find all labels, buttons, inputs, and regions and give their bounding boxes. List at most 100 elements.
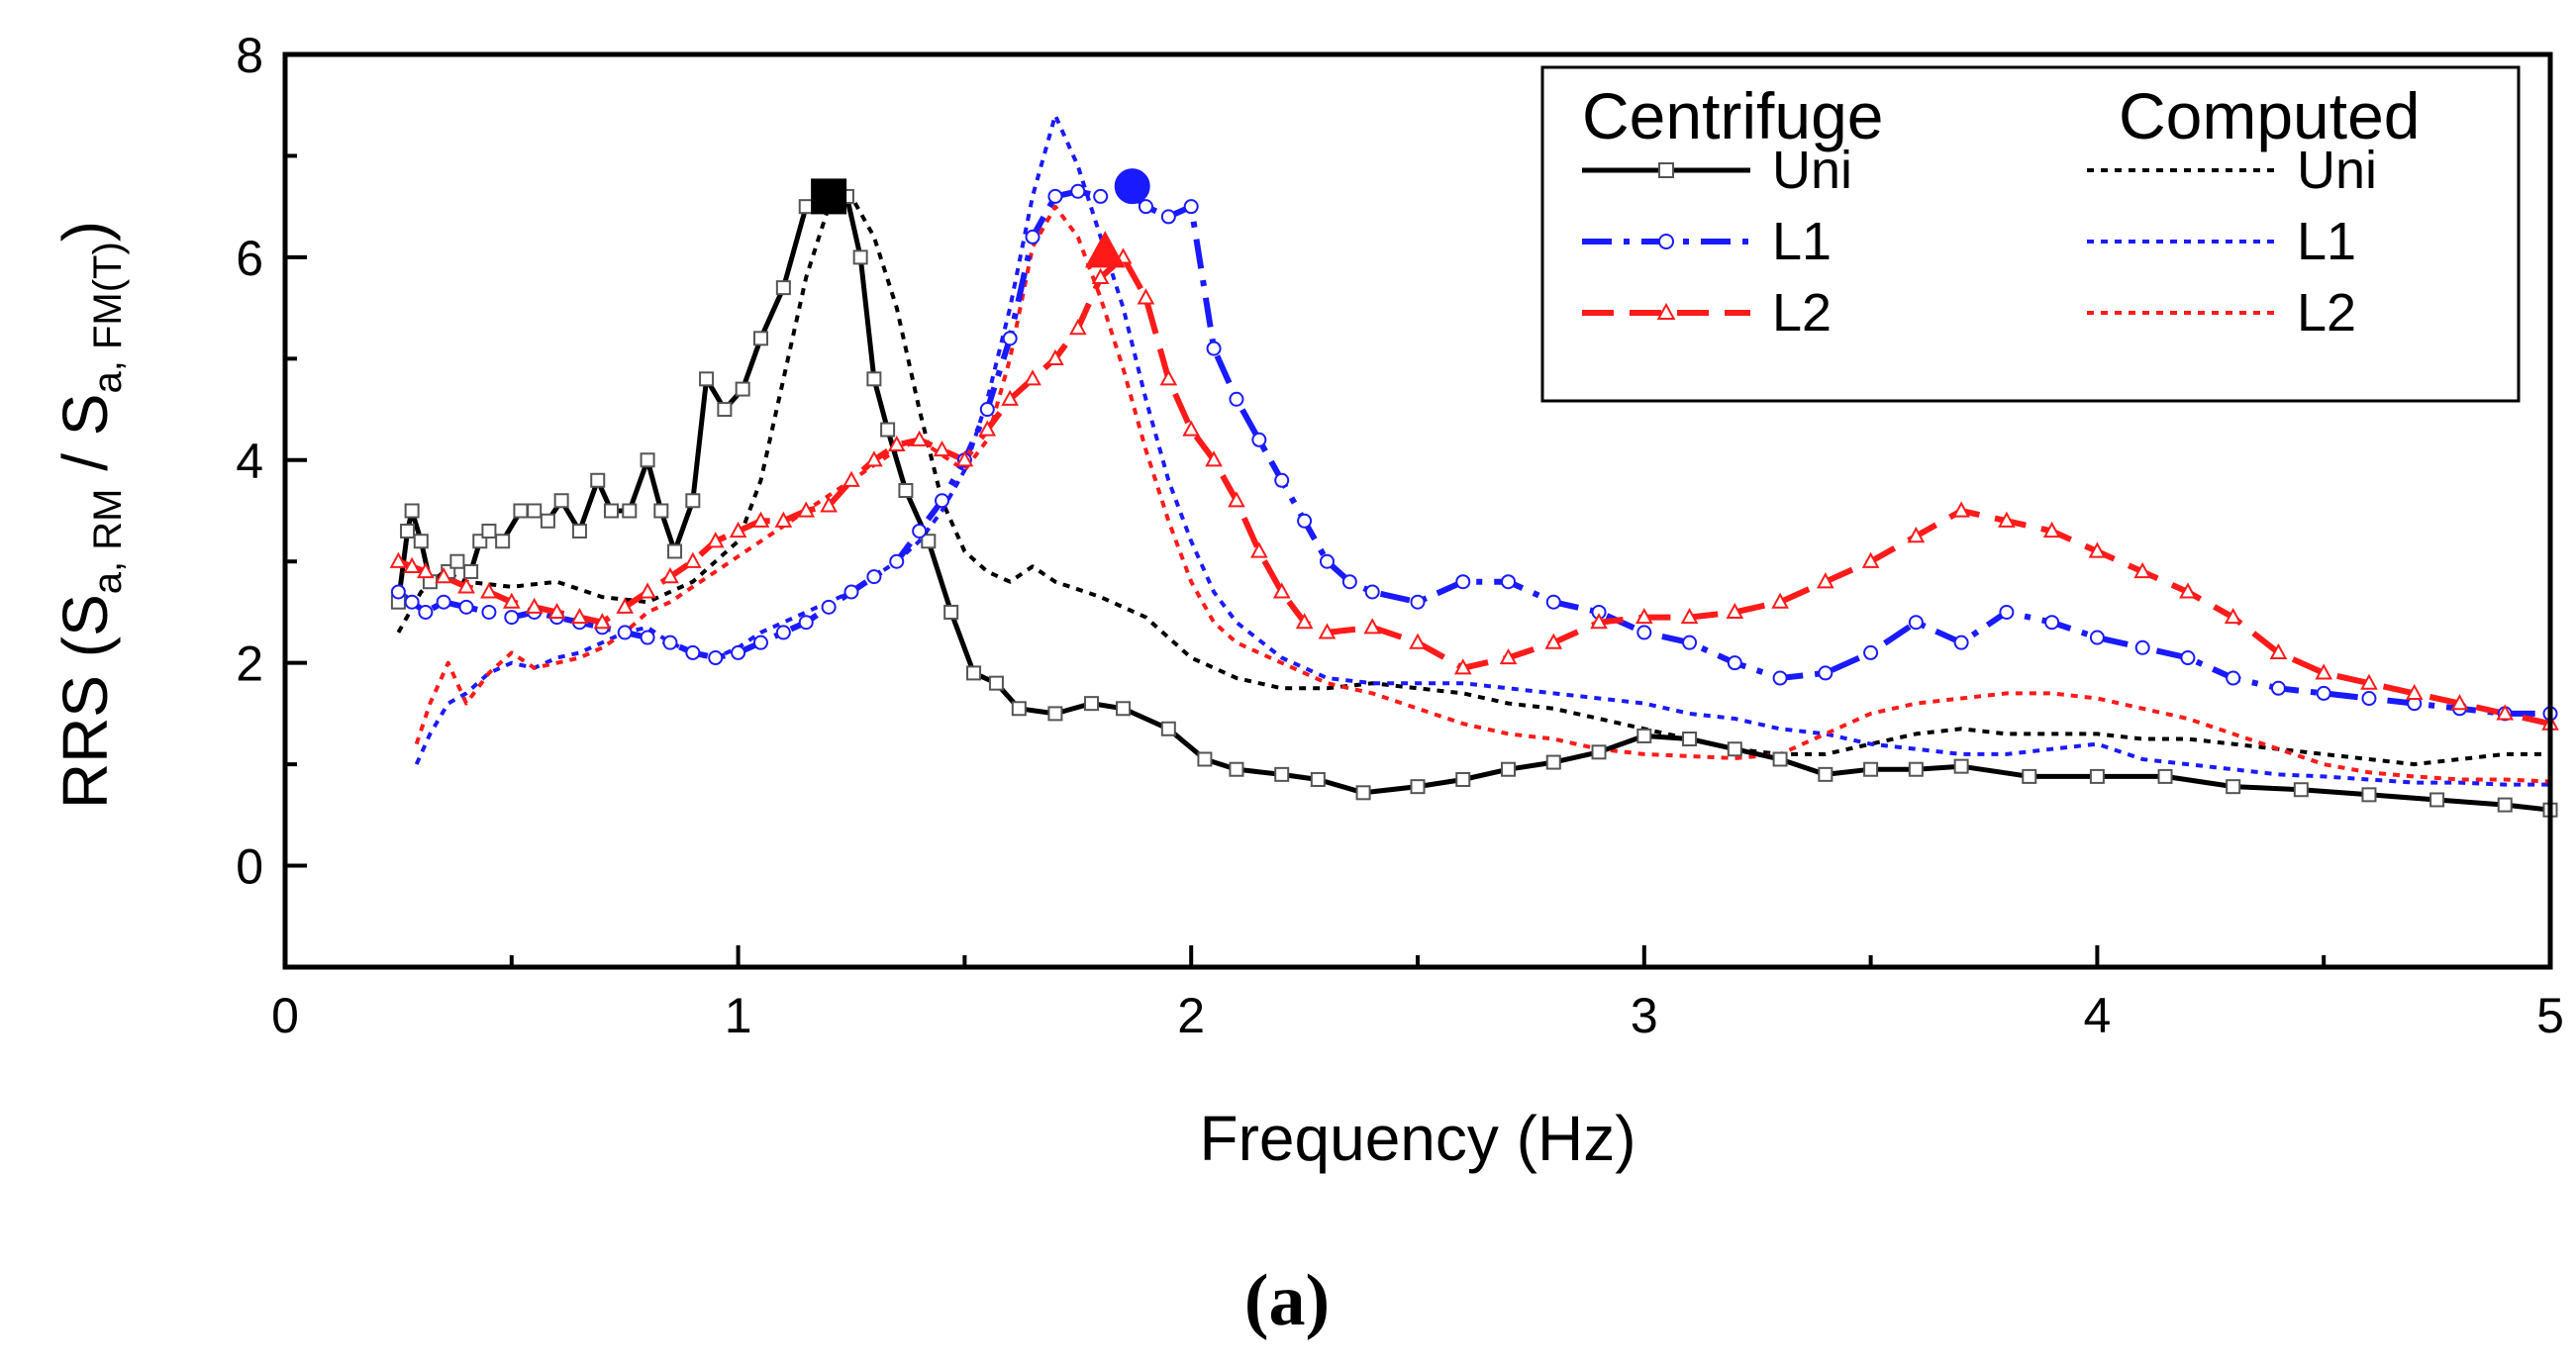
centrifuge-l1-marker xyxy=(1297,513,1313,529)
centrifuge-l1-marker xyxy=(1863,644,1879,660)
centrifuge-l1-marker xyxy=(1908,615,1924,631)
centrifuge-l2-marker xyxy=(706,532,725,548)
centrifuge-l2-marker xyxy=(1295,613,1314,630)
centrifuge-l2-marker xyxy=(403,556,421,573)
centrifuge-l1-marker xyxy=(1319,553,1335,569)
centrifuge-l2-marker xyxy=(729,521,747,538)
centrifuge-l2-line xyxy=(397,253,2551,728)
centrifuge-l1-marker xyxy=(1274,472,1290,488)
centrifuge-uni-marker xyxy=(1863,761,1879,777)
centrifuge-l1-marker xyxy=(504,610,520,626)
centrifuge-uni-marker xyxy=(699,371,715,387)
centrifuge-l2-marker xyxy=(1159,369,1178,386)
centrifuge-l2-marker xyxy=(616,597,635,614)
centrifuge-l2-marker xyxy=(2269,642,2288,660)
centrifuge-uni-marker xyxy=(449,553,465,569)
centrifuge-uni-marker xyxy=(1084,696,1100,712)
peak-markers xyxy=(811,168,1150,268)
centrifuge-l1-marker xyxy=(685,644,701,660)
centrifuge-uni-marker xyxy=(988,675,1004,691)
centrifuge-l2-marker xyxy=(1861,551,1880,568)
centrifuge-l2-marker xyxy=(1272,582,1291,599)
centrifuge-uni-marker xyxy=(527,503,543,519)
centrifuge-l2-marker xyxy=(1998,511,2016,528)
x-tick-label: 4 xyxy=(2083,988,2111,1043)
centrifuge-l2-marker xyxy=(2450,694,2469,711)
centrifuge-uni-marker xyxy=(1274,766,1290,782)
y-axis-title: RRS (Sa, RM / Sa, FM(T)) xyxy=(50,221,130,809)
y-axis-title-mid: / S xyxy=(50,394,121,489)
centrifuge-uni-marker xyxy=(1545,754,1561,770)
series-markers xyxy=(389,178,2559,818)
centrifuge-l2-marker xyxy=(389,551,408,568)
centrifuge-l1-marker xyxy=(2316,685,2331,701)
centrifuge-l1-marker xyxy=(889,553,905,569)
y-axis-title-sub2: a, FM(T) xyxy=(86,242,130,393)
centrifuge-uni-marker xyxy=(400,523,416,538)
centrifuge-uni-marker xyxy=(1455,771,1471,787)
centrifuge-uni-marker xyxy=(571,523,587,538)
plot-frame xyxy=(282,51,2553,970)
centrifuge-l2-marker xyxy=(887,435,906,452)
centrifuge-l2-marker xyxy=(593,613,612,630)
computed-l1-line xyxy=(414,113,2550,787)
centrifuge-uni-marker xyxy=(513,503,529,519)
centrifuge-l2-marker xyxy=(2315,663,2333,680)
centrifuge-uni-marker xyxy=(1197,751,1213,767)
centrifuge-l2-marker xyxy=(1024,369,1041,386)
centrifuge-l2-marker xyxy=(1363,618,1382,635)
centrifuge-uni-marker xyxy=(1116,701,1132,717)
centrifuge-l1-marker xyxy=(1138,199,1153,215)
centrifuge-l1-marker xyxy=(821,599,837,615)
centrifuge-l1-marker xyxy=(1772,670,1788,686)
legend-box xyxy=(1540,65,2521,403)
centrifuge-uni-marker xyxy=(1818,766,1833,782)
centrifuge-uni-marker xyxy=(717,402,733,418)
centrifuge-l1-marker xyxy=(1410,594,1426,610)
centrifuge-l1-marker xyxy=(1070,183,1086,199)
legend-entries: Uni L1 L2 Uni L1 L2 xyxy=(1582,141,2377,342)
centrifuge-uni-marker xyxy=(413,534,429,549)
centrifuge-l1-marker xyxy=(752,635,768,650)
centrifuge-l2-marker xyxy=(751,511,770,528)
centrifuge-uni-marker xyxy=(2157,768,2173,784)
legend-heading-centrifuge: Centrifuge xyxy=(1582,79,1884,152)
centrifuge-l2-marker xyxy=(1771,592,1789,609)
centrifuge-uni-marker xyxy=(898,483,914,499)
centrifuge-l2-marker xyxy=(1068,319,1087,336)
centrifuge-l1-marker xyxy=(1455,574,1471,590)
centrifuge-l2-marker xyxy=(1544,633,1563,649)
centrifuge-l2-marker xyxy=(2405,683,2424,701)
centrifuge-l1-marker xyxy=(1047,188,1063,204)
centrifuge-l2-marker xyxy=(417,561,435,579)
legend-centrifuge-l1-label: L1 xyxy=(1772,212,1832,271)
centrifuge-l1-marker xyxy=(1364,584,1380,600)
figure-caption: (a) xyxy=(1244,1260,1330,1341)
centrifuge-uni-marker xyxy=(622,503,638,519)
centrifuge-uni-marker xyxy=(1229,761,1244,777)
legend-centrifuge-uni-marker xyxy=(1658,162,1674,178)
legend-centrifuge-uni-label: Uni xyxy=(1772,141,1852,200)
centrifuge-l1-marker xyxy=(1206,341,1222,356)
centrifuge-l2-marker xyxy=(1250,541,1268,558)
centrifuge-l1-marker xyxy=(1999,604,2015,620)
centrifuge-uni-marker xyxy=(921,534,937,549)
centrifuge-l1-marker xyxy=(775,625,791,640)
centrifuge-l2-marker xyxy=(955,450,974,467)
centrifuge-l1-marker xyxy=(1545,594,1561,610)
legend: Centrifuge Computed Uni L1 L2 Uni L1 L2 xyxy=(1540,65,2521,403)
centrifuge-l2-marker xyxy=(1726,602,1744,620)
centrifuge-l2-marker xyxy=(2133,561,2151,579)
centrifuge-uni-marker xyxy=(2226,779,2241,795)
centrifuge-uni-marker xyxy=(735,381,750,397)
y-axis-title-main: RRS (S xyxy=(50,594,121,809)
centrifuge-uni-marker xyxy=(540,513,555,529)
centrifuge-l1-marker xyxy=(708,650,724,666)
centrifuge-uni-marker xyxy=(1310,771,1326,787)
centrifuge-l1-marker xyxy=(617,625,633,640)
centrifuge-l2-marker xyxy=(570,608,589,625)
centrifuge-uni-marker xyxy=(943,604,959,620)
y-tick-label: 2 xyxy=(236,636,263,692)
centrifuge-l1-marker xyxy=(662,635,678,650)
